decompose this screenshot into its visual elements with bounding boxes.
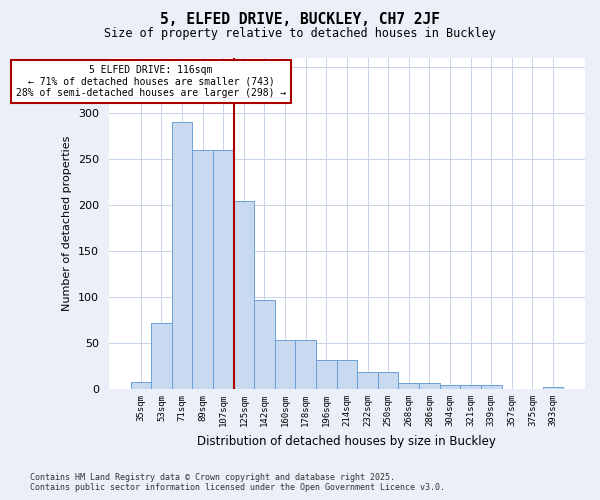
- Bar: [316, 360, 337, 389]
- Bar: [357, 372, 378, 389]
- Bar: [151, 322, 172, 389]
- Bar: [440, 386, 460, 389]
- X-axis label: Distribution of detached houses by size in Buckley: Distribution of detached houses by size …: [197, 434, 496, 448]
- Bar: [131, 382, 151, 389]
- Bar: [213, 150, 233, 389]
- Text: 5 ELFED DRIVE: 116sqm
← 71% of detached houses are smaller (743)
28% of semi-det: 5 ELFED DRIVE: 116sqm ← 71% of detached …: [16, 65, 286, 98]
- Bar: [233, 201, 254, 389]
- Bar: [481, 386, 502, 389]
- Text: Size of property relative to detached houses in Buckley: Size of property relative to detached ho…: [104, 28, 496, 40]
- Bar: [398, 382, 419, 389]
- Bar: [337, 360, 357, 389]
- Bar: [378, 372, 398, 389]
- Text: Contains HM Land Registry data © Crown copyright and database right 2025.
Contai: Contains HM Land Registry data © Crown c…: [30, 473, 445, 492]
- Bar: [254, 300, 275, 389]
- Bar: [275, 340, 295, 389]
- Bar: [295, 340, 316, 389]
- Y-axis label: Number of detached properties: Number of detached properties: [62, 136, 73, 311]
- Bar: [419, 382, 440, 389]
- Bar: [172, 122, 193, 389]
- Bar: [543, 387, 563, 389]
- Text: 5, ELFED DRIVE, BUCKLEY, CH7 2JF: 5, ELFED DRIVE, BUCKLEY, CH7 2JF: [160, 12, 440, 28]
- Bar: [460, 386, 481, 389]
- Bar: [193, 150, 213, 389]
